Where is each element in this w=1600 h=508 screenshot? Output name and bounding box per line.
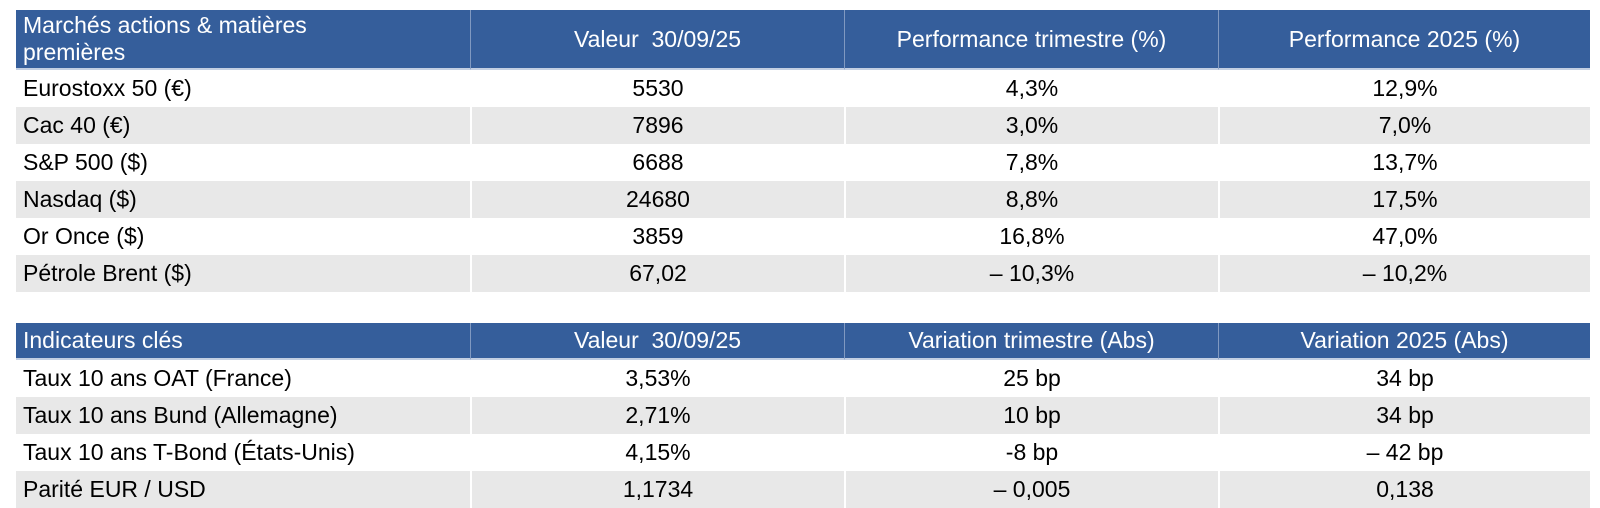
indicators-table-header: Indicateurs clés Valeur 30/09/25 Variati… [16,323,1590,361]
table-row: Taux 10 ans Bund (Allemagne) 2,71% 10 bp… [16,397,1590,435]
value-cell: 3859 [470,218,844,256]
markets-quarter-perf-header: Performance trimestre (%) [844,10,1218,71]
indicators-quarter-var-header: Variation trimestre (Abs) [844,323,1218,361]
indicators-table-body: Taux 10 ans OAT (France) 3,53% 25 bp 34 … [16,360,1590,508]
ytd-var-cell: 34 bp [1218,397,1590,435]
value-cell: 4,15% [470,434,844,472]
ytd-perf-cell: 17,5% [1218,181,1590,219]
table-row: Parité EUR / USD 1,1734 – 0,005 0,138 [16,471,1590,508]
row-label: Parité EUR / USD [23,476,206,503]
quarter-perf-cell: – 10,3% [844,255,1218,293]
markets-title-header: Marchés actions & matières premières [16,10,470,71]
row-label: Taux 10 ans Bund (Allemagne) [23,402,338,429]
table-row: Cac 40 (€) 7896 3,0% 7,0% [16,107,1590,145]
table-row: Eurostoxx 50 (€) 5530 4,3% 12,9% [16,70,1590,108]
value-cell: 7896 [470,107,844,145]
table-row: Or Once ($) 3859 16,8% 47,0% [16,218,1590,256]
table-row: Nasdaq ($) 24680 8,8% 17,5% [16,181,1590,219]
markets-value-header: Valeur 30/09/25 [470,10,844,71]
quarter-perf-cell: 8,8% [844,181,1218,219]
markets-table: Marchés actions & matières premières Val… [16,10,1590,293]
quarter-perf-cell: 4,3% [844,70,1218,108]
indicators-title-header: Indicateurs clés [16,323,470,361]
value-cell: 1,1734 [470,471,844,508]
ytd-perf-cell: 7,0% [1218,107,1590,145]
header-row: Indicateurs clés Valeur 30/09/25 Variati… [16,323,1590,361]
row-label: Nasdaq ($) [23,186,137,213]
row-label: Taux 10 ans T-Bond (États-Unis) [23,439,355,466]
value-cell: 67,02 [470,255,844,293]
row-label: Cac 40 (€) [23,112,131,139]
indicators-value-header: Valeur 30/09/25 [470,323,844,361]
ytd-var-cell: – 42 bp [1218,434,1590,472]
markets-table-header: Marchés actions & matières premières Val… [16,10,1590,71]
value-cell: 5530 [470,70,844,108]
quarter-perf-cell: 3,0% [844,107,1218,145]
quarter-var-cell: -8 bp [844,434,1218,472]
header-row: Marchés actions & matières premières Val… [16,10,1590,71]
row-label: Eurostoxx 50 (€) [23,75,192,102]
row-label: Pétrole Brent ($) [23,260,192,287]
row-label: S&P 500 ($) [23,149,148,176]
key-indicators-table: Indicateurs clés Valeur 30/09/25 Variati… [16,323,1590,508]
row-label: Or Once ($) [23,223,145,250]
ytd-perf-cell: 12,9% [1218,70,1590,108]
ytd-var-cell: 0,138 [1218,471,1590,508]
markets-ytd-perf-header: Performance 2025 (%) [1218,10,1590,71]
row-label: Taux 10 ans OAT (France) [23,365,292,392]
table-row: Taux 10 ans T-Bond (États-Unis) 4,15% -8… [16,434,1590,472]
markets-table-body: Eurostoxx 50 (€) 5530 4,3% 12,9% Cac 40 … [16,70,1590,293]
ytd-perf-cell: – 10,2% [1218,255,1590,293]
ytd-perf-cell: 13,7% [1218,144,1590,182]
indicators-ytd-var-header: Variation 2025 (Abs) [1218,323,1590,361]
table-row: Pétrole Brent ($) 67,02 – 10,3% – 10,2% [16,255,1590,293]
ytd-var-cell: 34 bp [1218,360,1590,398]
table-row: S&P 500 ($) 6688 7,8% 13,7% [16,144,1590,182]
quarter-perf-cell: 16,8% [844,218,1218,256]
value-cell: 3,53% [470,360,844,398]
value-cell: 2,71% [470,397,844,435]
value-cell: 6688 [470,144,844,182]
table-row: Taux 10 ans OAT (France) 3,53% 25 bp 34 … [16,360,1590,398]
quarter-var-cell: 10 bp [844,397,1218,435]
quarter-var-cell: – 0,005 [844,471,1218,508]
quarter-var-cell: 25 bp [844,360,1218,398]
value-cell: 24680 [470,181,844,219]
ytd-perf-cell: 47,0% [1218,218,1590,256]
quarter-perf-cell: 7,8% [844,144,1218,182]
